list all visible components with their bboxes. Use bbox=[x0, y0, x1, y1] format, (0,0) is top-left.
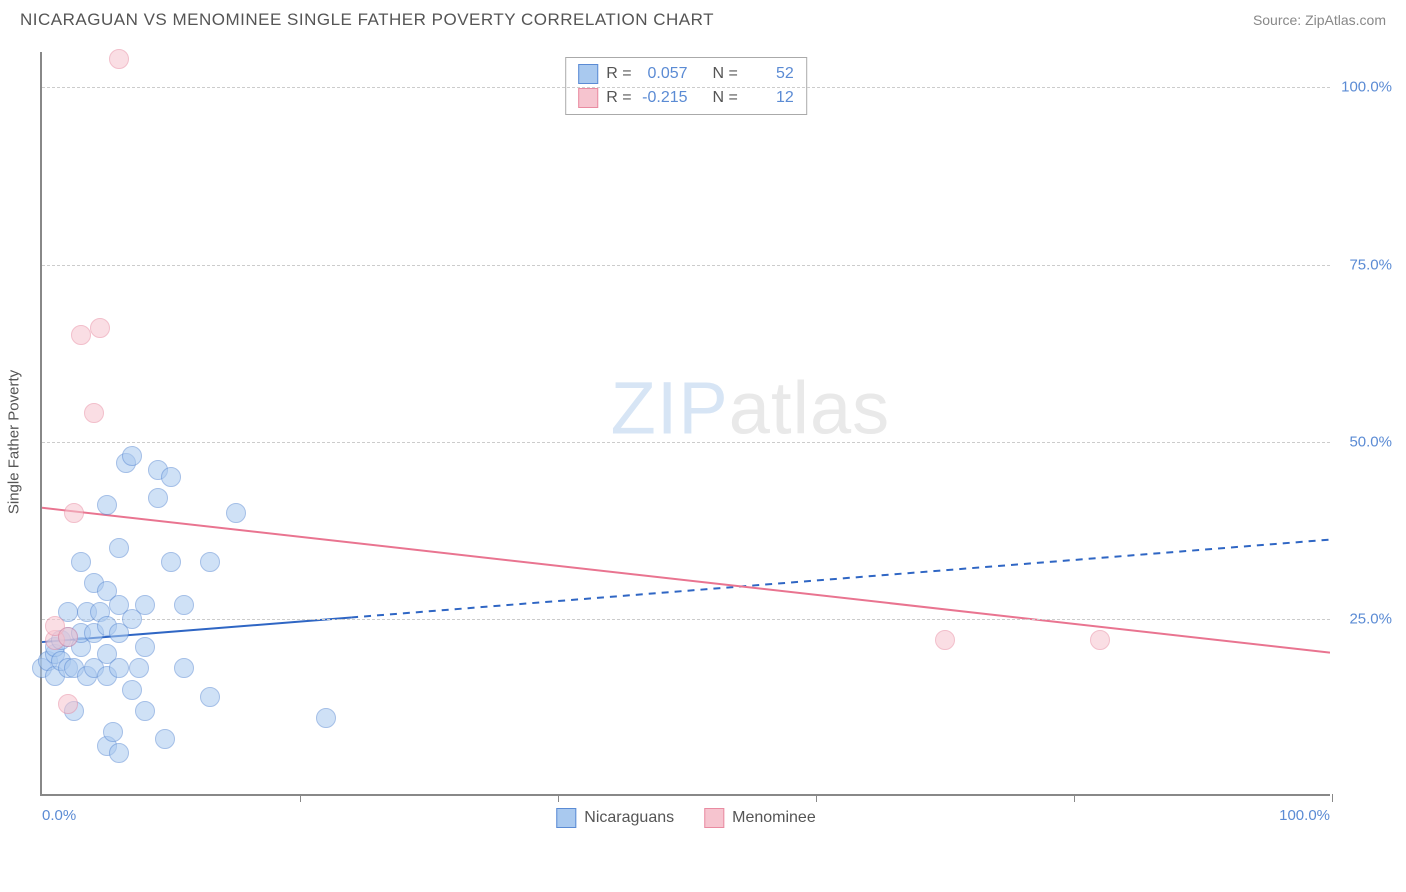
watermark: ZIPatlas bbox=[611, 366, 890, 451]
legend-item-nicaraguans: Nicaraguans bbox=[556, 808, 674, 828]
x-tick bbox=[1332, 794, 1333, 802]
x-axis-max-label: 100.0% bbox=[1279, 807, 1330, 824]
data-point-nicaraguans bbox=[103, 722, 123, 742]
grid-line bbox=[42, 442, 1330, 443]
y-axis-title: Single Father Poverty bbox=[6, 370, 23, 514]
r-label: R = bbox=[606, 65, 631, 83]
n-label: N = bbox=[712, 65, 737, 83]
grid-line bbox=[42, 619, 1330, 620]
x-tick bbox=[816, 794, 817, 802]
grid-line bbox=[42, 265, 1330, 266]
x-axis-min-label: 0.0% bbox=[42, 807, 76, 824]
swatch-nicaraguans bbox=[578, 64, 598, 84]
legend-row-menominee: R = -0.215 N = 12 bbox=[578, 86, 794, 110]
data-point-menominee bbox=[71, 325, 91, 345]
data-point-menominee bbox=[935, 630, 955, 650]
r-label: R = bbox=[606, 89, 631, 107]
data-point-nicaraguans bbox=[161, 552, 181, 572]
swatch-nicaraguans bbox=[556, 808, 576, 828]
n-value-menominee: 12 bbox=[746, 89, 794, 107]
source-label: Source: bbox=[1253, 12, 1301, 28]
data-point-nicaraguans bbox=[200, 687, 220, 707]
data-point-nicaraguans bbox=[174, 658, 194, 678]
watermark-atlas: atlas bbox=[729, 367, 890, 450]
y-tick-label: 100.0% bbox=[1341, 79, 1392, 96]
plot-area: ZIPatlas R = 0.057 N = 52 R = -0.215 N =… bbox=[40, 52, 1330, 796]
y-tick-label: 75.0% bbox=[1349, 256, 1392, 273]
data-point-nicaraguans bbox=[109, 658, 129, 678]
chart-container: Single Father Poverty ZIPatlas R = 0.057… bbox=[40, 52, 1388, 832]
legend-item-menominee: Menominee bbox=[704, 808, 816, 828]
n-value-nicaraguans: 52 bbox=[746, 65, 794, 83]
data-point-nicaraguans bbox=[226, 503, 246, 523]
data-point-menominee bbox=[1090, 630, 1110, 650]
legend-row-nicaraguans: R = 0.057 N = 52 bbox=[578, 62, 794, 86]
data-point-nicaraguans bbox=[161, 467, 181, 487]
data-point-menominee bbox=[58, 627, 78, 647]
data-point-nicaraguans bbox=[200, 552, 220, 572]
x-tick bbox=[558, 794, 559, 802]
r-value-nicaraguans: 0.057 bbox=[640, 65, 688, 83]
y-tick-label: 25.0% bbox=[1349, 610, 1392, 627]
source-attribution: Source: ZipAtlas.com bbox=[1253, 12, 1386, 28]
legend-label-menominee: Menominee bbox=[732, 809, 816, 827]
data-point-menominee bbox=[58, 694, 78, 714]
page-title: NICARAGUAN VS MENOMINEE SINGLE FATHER PO… bbox=[20, 10, 714, 30]
data-point-nicaraguans bbox=[109, 743, 129, 763]
trend-lines bbox=[42, 52, 1330, 794]
data-point-nicaraguans bbox=[135, 637, 155, 657]
legend-label-nicaraguans: Nicaraguans bbox=[584, 809, 674, 827]
data-point-menominee bbox=[90, 318, 110, 338]
legend-stats: R = 0.057 N = 52 R = -0.215 N = 12 bbox=[565, 57, 807, 115]
swatch-menominee bbox=[704, 808, 724, 828]
swatch-menominee bbox=[578, 88, 598, 108]
data-point-menominee bbox=[109, 49, 129, 69]
x-tick bbox=[300, 794, 301, 802]
data-point-nicaraguans bbox=[122, 680, 142, 700]
data-point-nicaraguans bbox=[109, 538, 129, 558]
data-point-nicaraguans bbox=[135, 595, 155, 615]
data-point-nicaraguans bbox=[122, 446, 142, 466]
x-tick bbox=[1074, 794, 1075, 802]
data-point-menominee bbox=[64, 503, 84, 523]
legend-series: Nicaraguans Menominee bbox=[556, 808, 815, 828]
data-point-nicaraguans bbox=[135, 701, 155, 721]
data-point-nicaraguans bbox=[129, 658, 149, 678]
grid-line bbox=[42, 87, 1330, 88]
data-point-nicaraguans bbox=[316, 708, 336, 728]
data-point-nicaraguans bbox=[155, 729, 175, 749]
data-point-nicaraguans bbox=[148, 488, 168, 508]
r-value-menominee: -0.215 bbox=[640, 89, 688, 107]
n-label: N = bbox=[712, 89, 737, 107]
y-tick-label: 50.0% bbox=[1349, 433, 1392, 450]
data-point-nicaraguans bbox=[174, 595, 194, 615]
data-point-nicaraguans bbox=[97, 495, 117, 515]
data-point-nicaraguans bbox=[71, 552, 91, 572]
source-name: ZipAtlas.com bbox=[1305, 12, 1386, 28]
data-point-menominee bbox=[84, 403, 104, 423]
watermark-zip: ZIP bbox=[611, 367, 729, 450]
